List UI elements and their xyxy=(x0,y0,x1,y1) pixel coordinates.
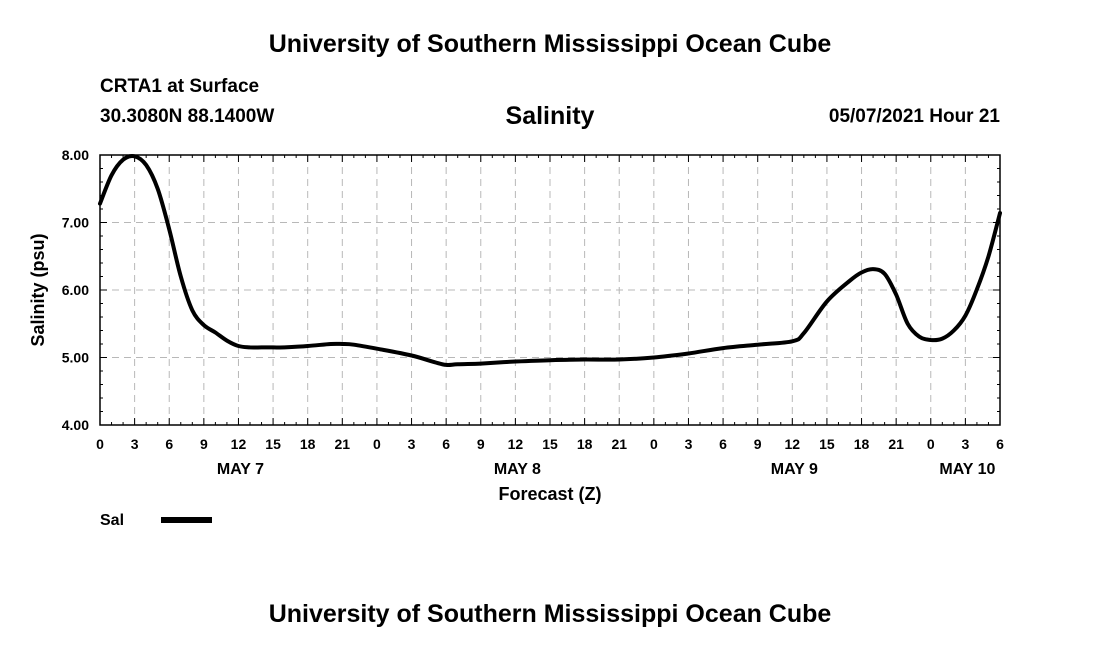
x-tick-label: 0 xyxy=(927,436,935,452)
grid-lines xyxy=(100,155,1000,425)
x-tick-label: 6 xyxy=(719,436,727,452)
station-name: CRTA1 at Surface xyxy=(100,76,260,97)
x-tick-label: 3 xyxy=(685,436,693,452)
x-tick-label: 0 xyxy=(373,436,381,452)
x-tick-label: 15 xyxy=(542,436,558,452)
x-tick-label: 21 xyxy=(335,436,351,452)
x-tick-label: 12 xyxy=(508,436,524,452)
x-tick-label: 18 xyxy=(300,436,316,452)
x-tick-label: 21 xyxy=(888,436,904,452)
x-tick-label: 0 xyxy=(650,436,658,452)
x-tick-label: 18 xyxy=(577,436,593,452)
x-axis-label: Forecast (Z) xyxy=(498,484,601,504)
station-coords: 30.3080N 88.1400W xyxy=(100,106,275,127)
x-tick-label: 15 xyxy=(819,436,835,452)
x-tick-label: 9 xyxy=(200,436,208,452)
x-tick-label: 3 xyxy=(131,436,139,452)
x-tick-label: 9 xyxy=(754,436,762,452)
x-tick-label: 12 xyxy=(231,436,247,452)
axis-tick-labels: 0 3 6 9 12 15 18 21 0 3 6 9 12 15 18 21 0 3 6 9 12 15 18 21 0 3 6 4… xyxy=(62,147,1004,478)
day-label: MAY 10 xyxy=(939,461,995,478)
y-tick-label: 8.00 xyxy=(62,147,89,163)
x-tick-label: 18 xyxy=(854,436,870,452)
legend-label: Sal xyxy=(100,512,124,529)
y-tick-label: 4.00 xyxy=(62,417,89,433)
x-tick-label: 3 xyxy=(961,436,969,452)
x-tick-label: 0 xyxy=(96,436,104,452)
x-tick-label: 21 xyxy=(611,436,627,452)
x-tick-label: 9 xyxy=(477,436,485,452)
x-tick-label: 6 xyxy=(996,436,1004,452)
y-tick-label: 6.00 xyxy=(62,282,89,298)
salinity-series-line xyxy=(98,154,1002,368)
day-label: MAY 9 xyxy=(771,461,818,478)
x-tick-label: 6 xyxy=(165,436,173,452)
x-tick-label: 15 xyxy=(265,436,281,452)
day-label: MAY 7 xyxy=(217,461,264,478)
x-tick-label: 3 xyxy=(408,436,416,452)
footer-title: University of Southern Mississippi Ocean… xyxy=(268,600,832,628)
header-title: University of Southern Mississippi Ocean… xyxy=(268,30,832,58)
x-tick-label: 6 xyxy=(442,436,450,452)
y-axis-label: Salinity (psu) xyxy=(28,233,48,346)
y-tick-label: 5.00 xyxy=(62,350,89,366)
chart-title: Salinity xyxy=(506,102,595,130)
day-label: MAY 8 xyxy=(494,461,541,478)
y-tick-label: 7.00 xyxy=(62,215,89,231)
forecast-date: 05/07/2021 Hour 21 xyxy=(828,106,1000,127)
x-tick-label: 12 xyxy=(785,436,801,452)
